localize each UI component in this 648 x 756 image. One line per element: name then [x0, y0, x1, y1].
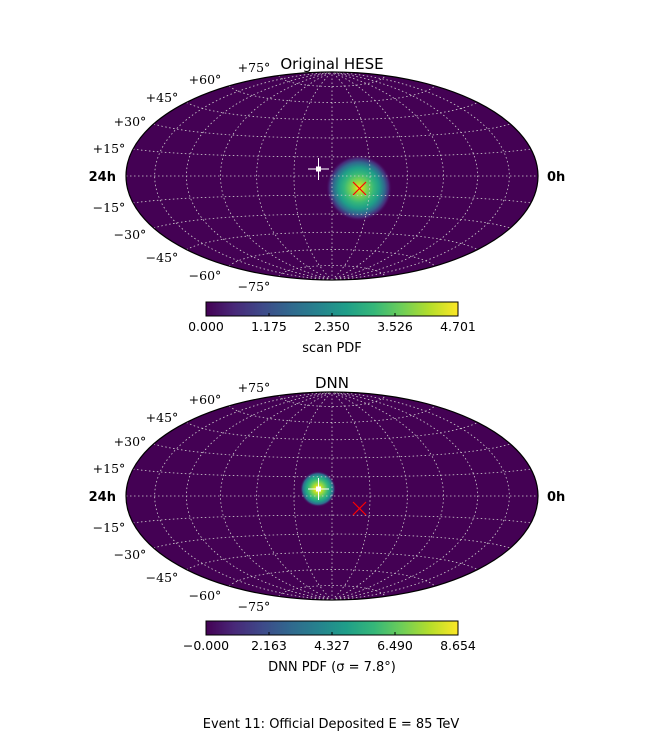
- meridian-line: [256, 72, 333, 280]
- lat-tick: +75°: [238, 60, 271, 75]
- lat-tick: −45°: [146, 250, 179, 265]
- meridian-line: [220, 72, 333, 280]
- parallel-line: [153, 213, 511, 229]
- lat-tick: +15°: [93, 141, 126, 156]
- panel-original-hese: Original HESE 24h 0h +75° +60° +45° +30°…: [89, 55, 566, 356]
- true-direction-marker: [308, 478, 329, 500]
- meridian-line: [331, 72, 371, 280]
- ra-label-right: 0h: [547, 170, 565, 185]
- lat-tick: −30°: [114, 547, 147, 562]
- graticule: [126, 392, 538, 600]
- parallel-line: [228, 249, 436, 267]
- lat-tick: +15°: [93, 461, 126, 476]
- colorbar-tick-label: 4.327: [314, 638, 350, 653]
- panel-dnn: DNN 24h 0h +75° +60° +45° +30° +15° −15°…: [89, 374, 566, 675]
- sky-boundary: [125, 71, 539, 281]
- lat-tick: −15°: [93, 200, 126, 215]
- meridian-line: [331, 72, 408, 280]
- colorbar-tick-label: 2.163: [251, 638, 287, 653]
- parallel-line: [132, 468, 532, 478]
- lat-tick: +75°: [238, 380, 271, 395]
- meridian-line: [154, 72, 333, 280]
- lat-tick: −75°: [238, 599, 271, 614]
- colorbar-tick-label: 3.526: [377, 319, 413, 334]
- lat-tick: −45°: [146, 570, 179, 585]
- parallel-line: [228, 569, 436, 587]
- sky-boundary: [125, 391, 539, 601]
- reco-direction-marker: [352, 181, 367, 196]
- panel-title: Original HESE: [280, 55, 383, 73]
- parallel-line: [228, 85, 436, 103]
- parallel-line: [153, 533, 511, 549]
- colorbar-tick-label: 2.350: [314, 319, 350, 334]
- colorbar-tick-label: 6.490: [377, 638, 413, 653]
- colorbar-label: DNN PDF (σ = 7.8°): [268, 660, 396, 675]
- parallel-line: [132, 148, 532, 158]
- colorbar: 0.000 1.175 2.350 3.526 4.701 scan PDF: [188, 301, 476, 356]
- meridian-line: [220, 392, 333, 600]
- meridian-line: [331, 392, 408, 600]
- meridian-line: [293, 392, 333, 600]
- lat-tick: +30°: [114, 434, 147, 449]
- colorbar-tick-label: −0.000: [183, 638, 229, 653]
- graticule: [126, 72, 538, 280]
- lat-tick: −60°: [189, 268, 222, 283]
- lat-tick: +60°: [189, 392, 222, 407]
- reco-direction-marker: [352, 501, 367, 516]
- meridian-line: [185, 392, 333, 600]
- colorbar-tick-label: 0.000: [188, 319, 224, 334]
- meridian-line: [331, 72, 510, 280]
- colorbar-tick-label: 1.175: [251, 319, 287, 334]
- ra-label-left: 24h: [89, 170, 116, 185]
- parallel-line: [228, 405, 436, 423]
- meridian-line: [331, 392, 479, 600]
- lat-tick: +30°: [114, 114, 147, 129]
- lat-tick: +45°: [146, 410, 179, 425]
- ra-label-right: 0h: [547, 490, 565, 505]
- meridian-line: [331, 72, 444, 280]
- parallel-line: [132, 514, 532, 524]
- meridian-line: [293, 72, 333, 280]
- figure-suptitle: Event 11: Official Deposited E = 85 TeV: [203, 717, 460, 732]
- true-direction-marker: [308, 158, 329, 180]
- lat-tick: +45°: [146, 90, 179, 105]
- meridian-line: [331, 72, 479, 280]
- colorbar-label: scan PDF: [302, 341, 362, 356]
- meridian-line: [185, 72, 333, 280]
- colorbar-tick-label: 8.654: [440, 638, 476, 653]
- lat-tick: −30°: [114, 227, 147, 242]
- lat-tick: −15°: [93, 520, 126, 535]
- meridian-line: [331, 392, 444, 600]
- meridian-line: [154, 392, 333, 600]
- lat-tick: +60°: [189, 72, 222, 87]
- ra-label-left: 24h: [89, 490, 116, 505]
- colorbar-tick-label: 4.701: [440, 319, 476, 334]
- parallel-line: [132, 194, 532, 204]
- meridian-line: [331, 392, 510, 600]
- lat-tick: −75°: [238, 279, 271, 294]
- colorbar: −0.000 2.163 4.327 6.490 8.654 DNN PDF (σ = …: [183, 620, 476, 675]
- lat-tick: −60°: [189, 588, 222, 603]
- meridian-line: [331, 392, 371, 600]
- meridian-line: [256, 392, 333, 600]
- panel-title: DNN: [315, 374, 349, 392]
